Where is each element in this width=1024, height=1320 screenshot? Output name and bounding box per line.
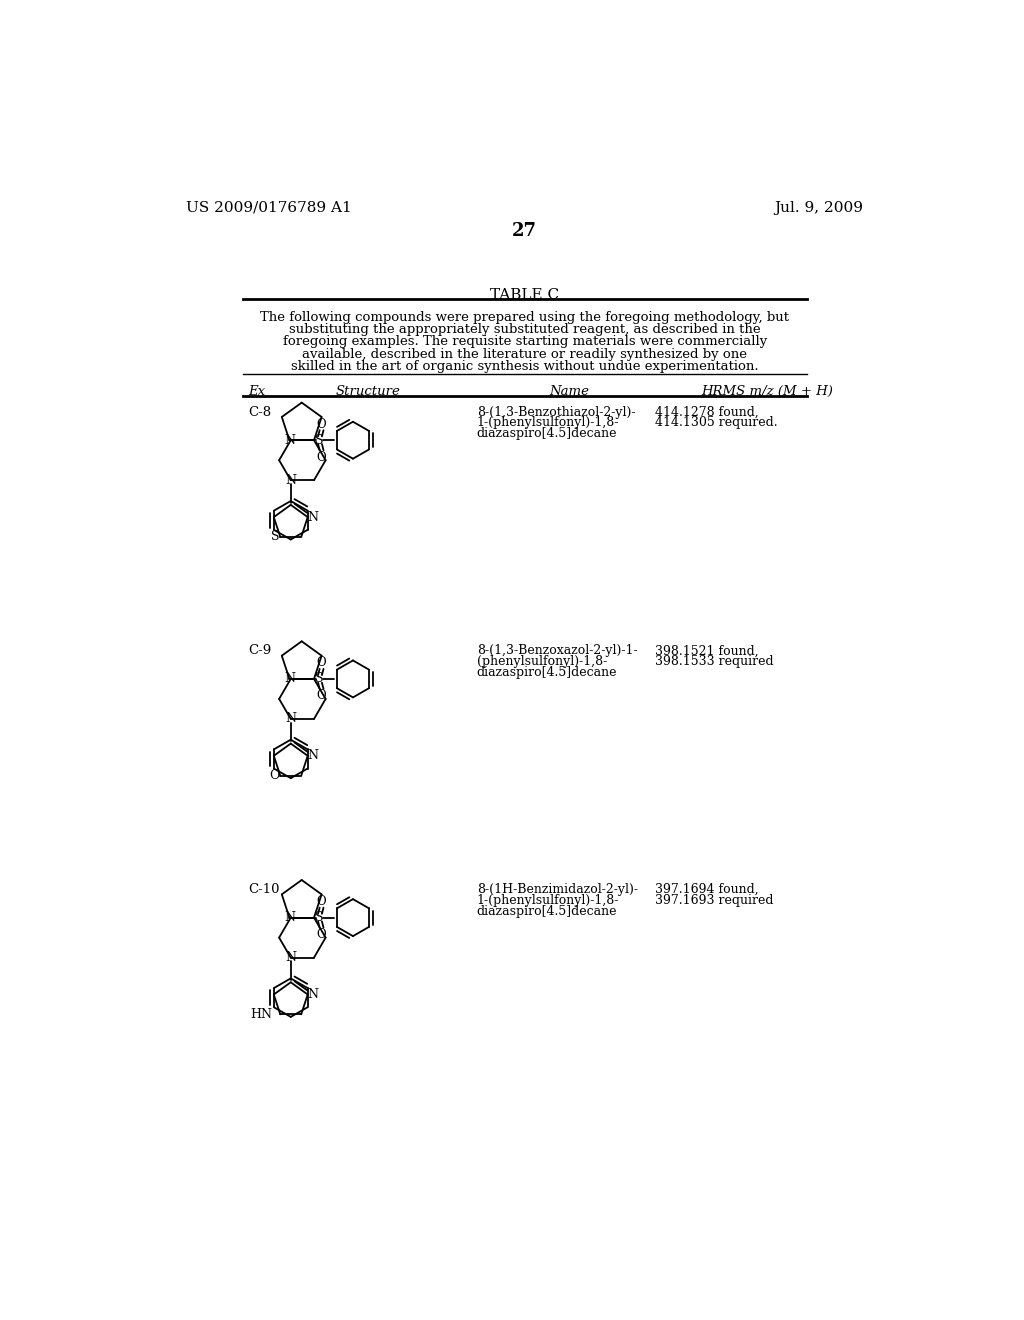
Text: O: O	[316, 656, 326, 669]
Text: 414.1305 required.: 414.1305 required.	[655, 416, 777, 429]
Text: available, described in the literature or readily synthesized by one: available, described in the literature o…	[302, 348, 748, 360]
Text: Ex: Ex	[248, 385, 265, 397]
Text: N: N	[307, 511, 318, 524]
Text: S: S	[314, 434, 324, 446]
Text: O: O	[316, 417, 326, 430]
Text: C-9: C-9	[248, 644, 271, 657]
Text: 1-(phenylsulfonyl)-1,8-: 1-(phenylsulfonyl)-1,8-	[477, 416, 620, 429]
Text: C-10: C-10	[248, 883, 280, 896]
Text: 398.1533 required: 398.1533 required	[655, 655, 773, 668]
Text: 397.1693 required: 397.1693 required	[655, 894, 773, 907]
Text: The following compounds were prepared using the foregoing methodology, but: The following compounds were prepared us…	[260, 312, 790, 323]
Text: HRMS m/z (M + H): HRMS m/z (M + H)	[701, 385, 834, 397]
Text: 1-(phenylsulfonyl)-1,8-: 1-(phenylsulfonyl)-1,8-	[477, 894, 620, 907]
Text: 8-(1H-Benzimidazol-2-yl)-: 8-(1H-Benzimidazol-2-yl)-	[477, 883, 638, 896]
Text: 397.1694 found,: 397.1694 found,	[655, 883, 759, 896]
Text: TABLE C: TABLE C	[490, 288, 559, 302]
Text: diazaspiro[4.5]decane: diazaspiro[4.5]decane	[477, 428, 617, 440]
Text: Name: Name	[550, 385, 590, 397]
Text: O: O	[316, 895, 326, 908]
Text: O: O	[316, 450, 326, 463]
Text: (phenylsulfonyl)-1,8-: (phenylsulfonyl)-1,8-	[477, 655, 607, 668]
Text: 8-(1,3-Benzoxazol-2-yl)-1-: 8-(1,3-Benzoxazol-2-yl)-1-	[477, 644, 637, 657]
Text: S: S	[314, 672, 324, 685]
Text: O: O	[316, 689, 326, 702]
Text: foregoing examples. The requisite starting materials were commercially: foregoing examples. The requisite starti…	[283, 335, 767, 348]
Text: N: N	[307, 750, 318, 763]
Text: diazaspiro[4.5]decane: diazaspiro[4.5]decane	[477, 665, 617, 678]
Text: O: O	[316, 928, 326, 941]
Text: N: N	[307, 987, 318, 1001]
Text: C-8: C-8	[248, 405, 271, 418]
Text: N: N	[286, 474, 296, 487]
Text: Jul. 9, 2009: Jul. 9, 2009	[774, 201, 863, 215]
Text: HN: HN	[251, 1007, 272, 1020]
Text: Structure: Structure	[336, 385, 400, 397]
Text: S: S	[314, 911, 324, 924]
Text: S: S	[270, 531, 280, 544]
Text: skilled in the art of organic synthesis without undue experimentation.: skilled in the art of organic synthesis …	[291, 360, 759, 374]
Text: N: N	[286, 713, 296, 726]
Text: 27: 27	[512, 222, 538, 239]
Text: 8-(1,3-Benzothiazol-2-yl)-: 8-(1,3-Benzothiazol-2-yl)-	[477, 405, 635, 418]
Text: N: N	[284, 672, 295, 685]
Text: N: N	[284, 434, 295, 446]
Text: substituting the appropriately substituted reagent, as described in the: substituting the appropriately substitut…	[289, 323, 761, 337]
Text: N: N	[284, 911, 295, 924]
Text: 414.1278 found,: 414.1278 found,	[655, 405, 759, 418]
Text: 398.1521 found,: 398.1521 found,	[655, 644, 759, 657]
Text: diazaspiro[4.5]decane: diazaspiro[4.5]decane	[477, 904, 617, 917]
Text: O: O	[269, 770, 280, 783]
Text: US 2009/0176789 A1: US 2009/0176789 A1	[186, 201, 352, 215]
Text: N: N	[286, 952, 296, 964]
